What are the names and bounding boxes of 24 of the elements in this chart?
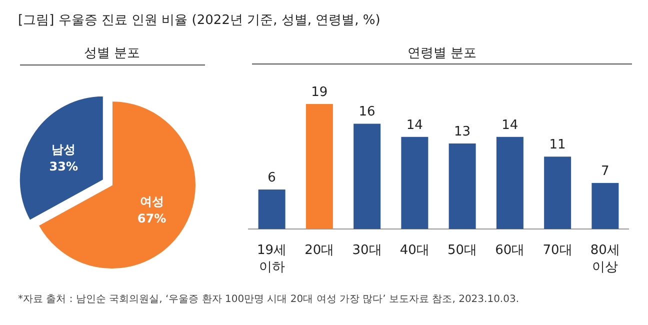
x-tick-label: 40대 bbox=[400, 243, 430, 258]
data-label: 11 bbox=[549, 138, 566, 153]
x-tick-label: 80세 이상 bbox=[590, 243, 620, 275]
data-label: 33% bbox=[49, 159, 78, 174]
x-tick-label: 60대 bbox=[495, 243, 525, 258]
data-label: 19 bbox=[311, 85, 328, 100]
text: *자료 출처 : 남인순 국회의원실, ‘우울증 환자 100만명 시대 20대 여성 가장 많다’ 보도자료 참조, 2023.10.03. bbox=[18, 294, 520, 305]
data-label: 67% bbox=[137, 212, 166, 226]
x-tick-label: 30대 bbox=[352, 243, 382, 258]
data-label: 16 bbox=[358, 104, 376, 120]
data-label: 14 bbox=[406, 118, 423, 133]
slice-label: 여성 bbox=[140, 194, 164, 209]
data-label: 7 bbox=[601, 164, 610, 179]
chart-title: 연령별 분포 bbox=[407, 46, 477, 61]
x-tick-label: 50대 bbox=[448, 243, 478, 258]
text: [그림] 우울증 진료 인원 비율 (2022년 기준, 성별, 연령별, %) bbox=[18, 13, 380, 28]
data-label: 13 bbox=[454, 124, 471, 140]
x-tick-label: 20대 bbox=[304, 243, 334, 258]
x-tick-label: 19세 이하 bbox=[257, 243, 287, 275]
chart-title: 성별 분포 bbox=[84, 46, 140, 61]
slice-label: 남성 bbox=[52, 142, 76, 156]
x-tick-label: 70대 bbox=[542, 243, 572, 258]
data-label: 14 bbox=[502, 118, 518, 133]
data-label: 6 bbox=[268, 170, 276, 186]
